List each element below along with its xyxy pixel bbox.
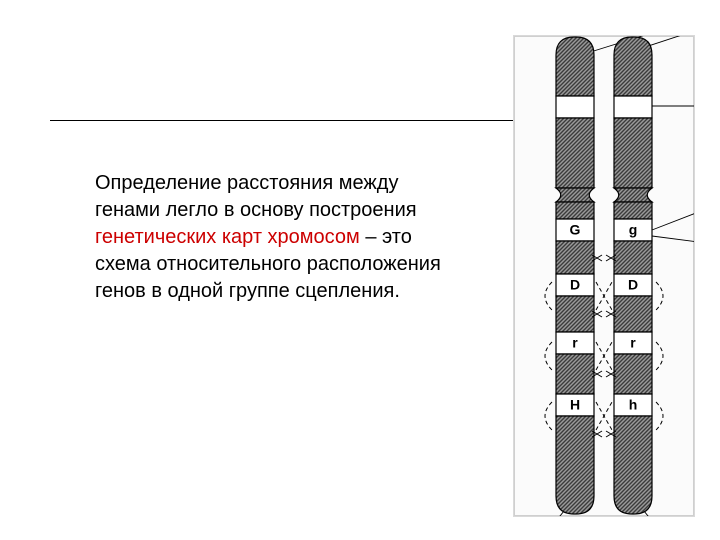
svg-text:D: D [570, 277, 580, 293]
horizontal-rule [50, 120, 530, 121]
svg-text:H: H [570, 397, 580, 413]
body-text-highlight: генетических карт хромосом [95, 226, 360, 248]
chromosome-diagram: G Dr Hg Dr h [513, 35, 695, 517]
svg-text:r: r [630, 335, 636, 351]
body-paragraph: Определение расстояния между генами легл… [95, 170, 445, 305]
svg-text:r: r [572, 335, 578, 351]
svg-text:G: G [570, 222, 581, 238]
slide: Определение расстояния между генами легл… [0, 0, 720, 540]
svg-text:g: g [629, 222, 638, 238]
svg-text:h: h [629, 397, 638, 413]
body-text-part1: Определение расстояния между генами легл… [95, 172, 417, 221]
svg-text:D: D [628, 277, 638, 293]
chromosome-svg: G Dr Hg Dr h [514, 36, 694, 516]
